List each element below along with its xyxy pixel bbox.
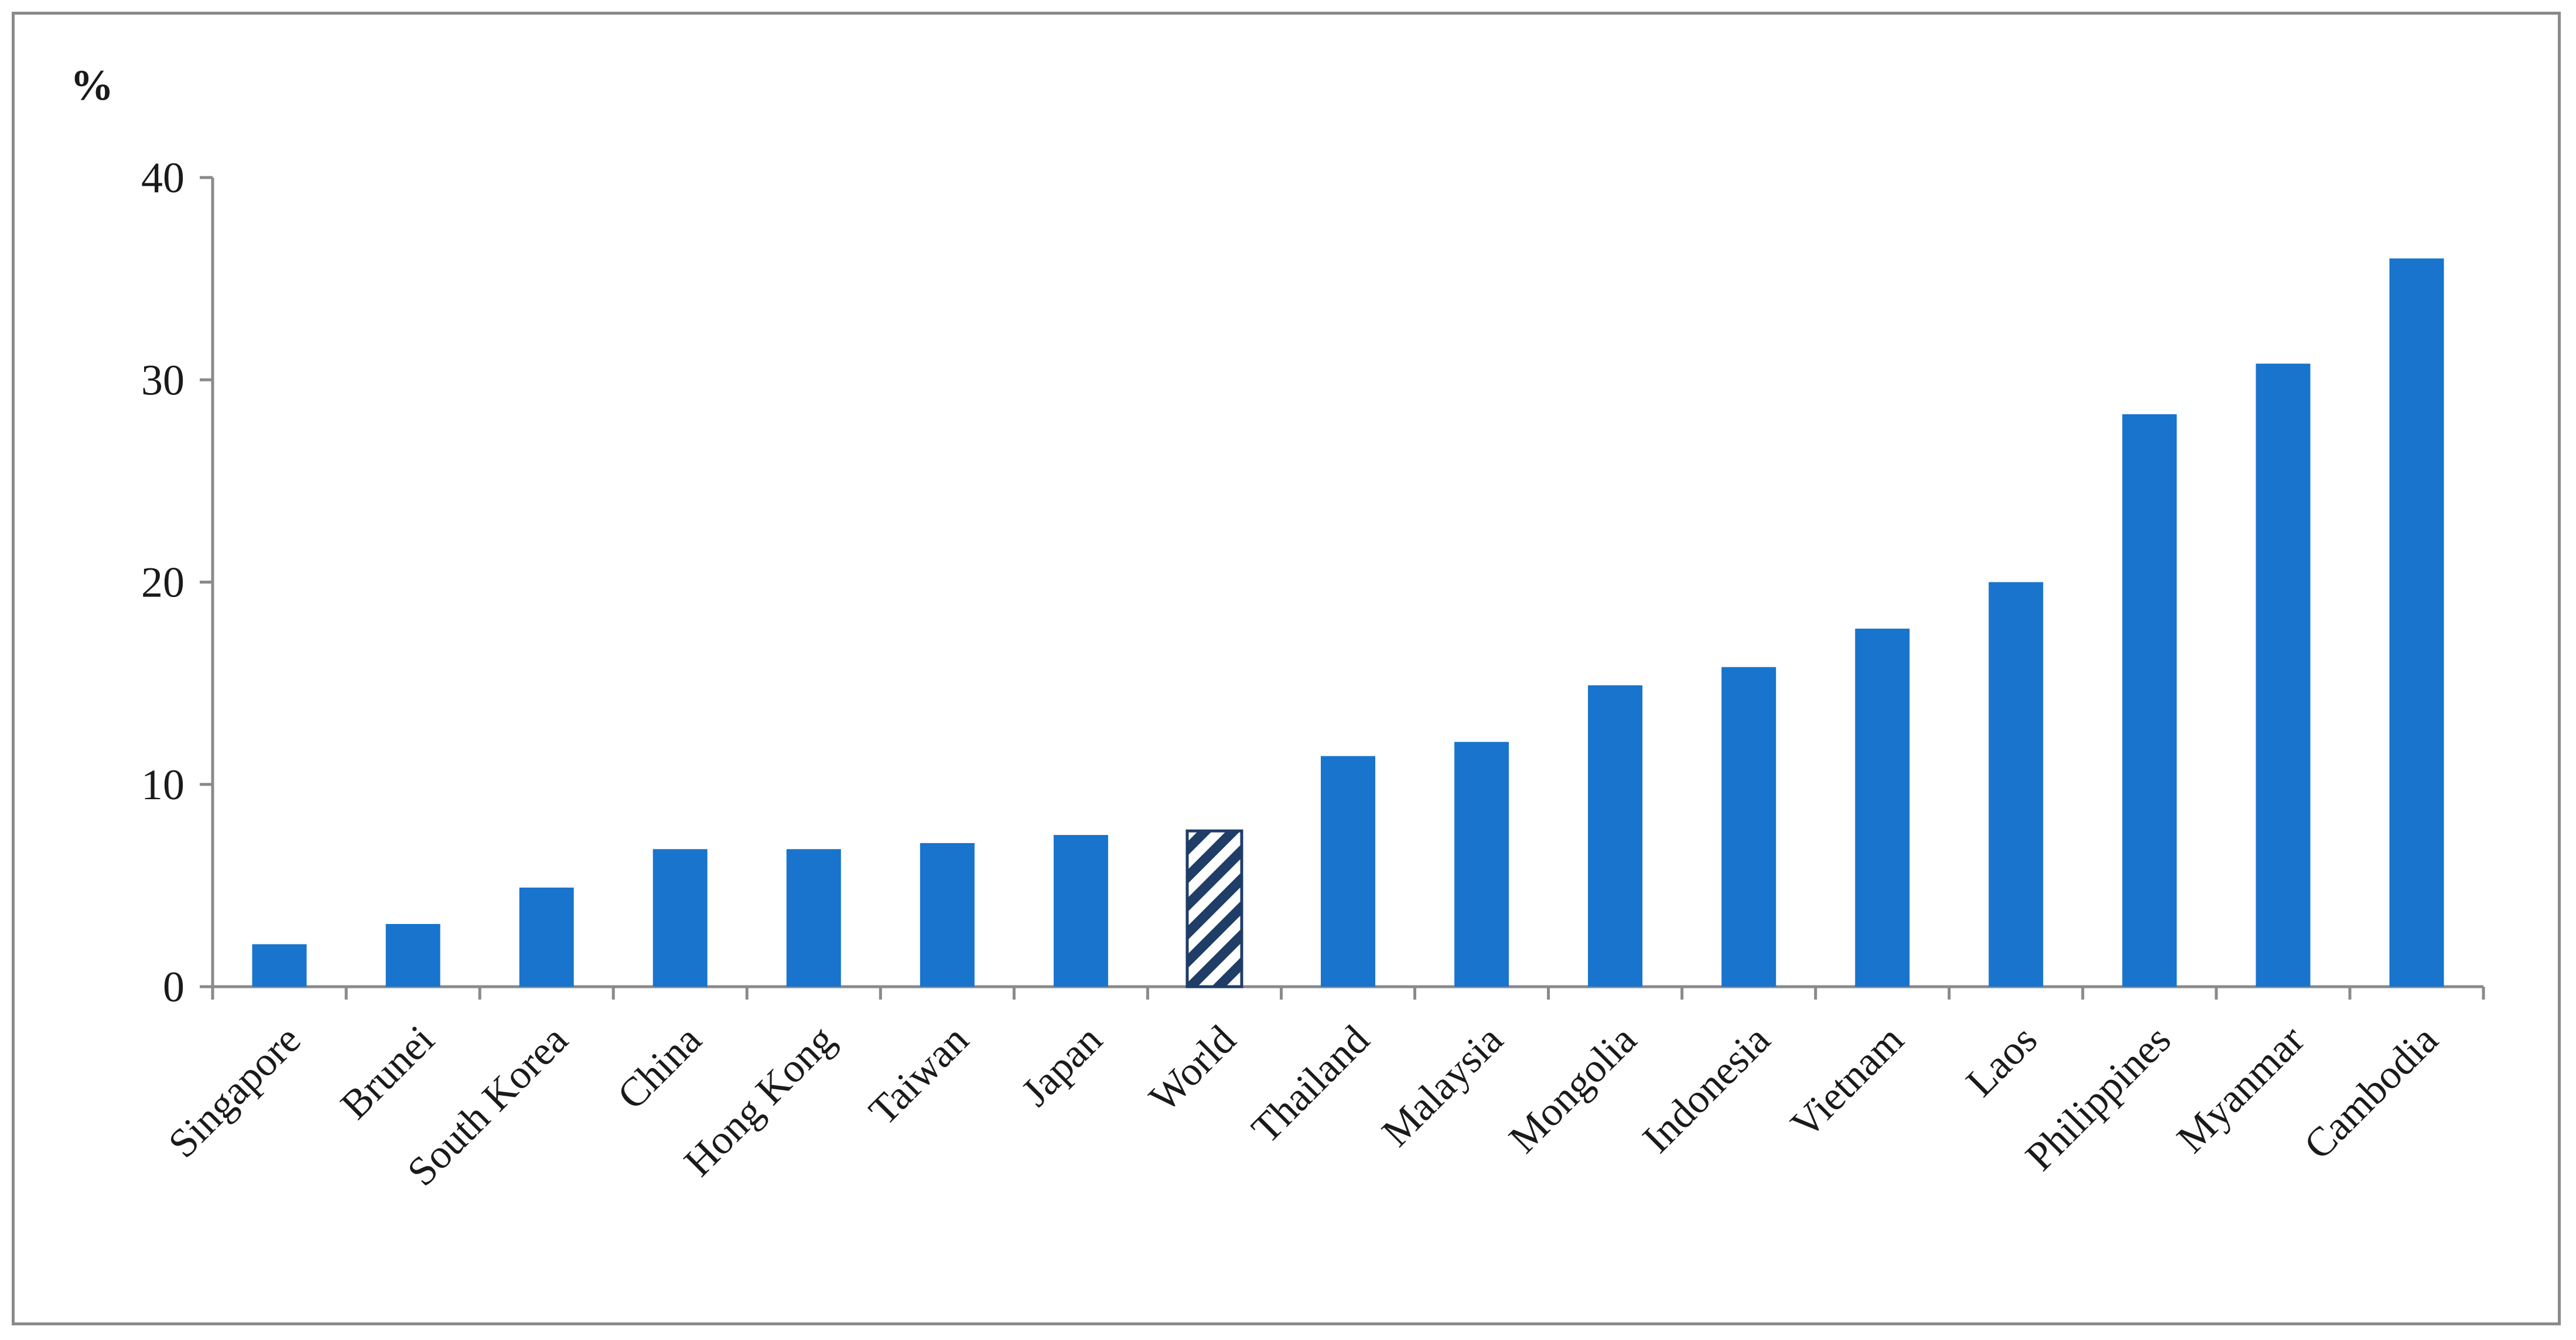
bar-south-korea [519,887,574,987]
y-tick-label: 30 [141,356,185,404]
bar-malaysia [1454,742,1509,987]
bars [252,258,2444,988]
x-label-brunei: Brunei [332,1017,443,1128]
x-label-thailand: Thailand [1243,1017,1378,1152]
bar-china [652,849,708,987]
x-label-cambodia: Cambodia [2295,1017,2447,1168]
x-label-laos: Laos [1957,1017,2046,1106]
x-label-malaysia: Malaysia [1374,1017,1512,1155]
x-label-myanmar: Myanmar [2168,1017,2313,1162]
bar-philippines [2122,414,2177,987]
bar-hong-kong [786,849,841,987]
bar-vietnam [1855,628,1910,987]
y-tick-label: 20 [141,559,185,607]
x-label-vietnam: Vietnam [1782,1017,1912,1147]
bar-japan [1053,835,1108,987]
x-label-japan: Japan [1013,1017,1111,1115]
x-label-world: World [1141,1017,1245,1121]
bar-singapore [252,944,307,987]
bar-brunei [385,923,440,987]
bar-thailand [1321,756,1375,987]
bar-taiwan [920,843,975,987]
x-axis [211,985,2485,1000]
bar-laos [1989,582,2044,987]
y-axis: 0 10 20 30 40 [141,154,214,1011]
x-label-mongolia: Mongolia [1501,1017,1645,1162]
y-tick-label: 10 [141,761,185,809]
bar-myanmar [2256,363,2311,987]
bar-world [1185,829,1243,988]
x-label-singapore: Singapore [160,1017,309,1167]
bar-indonesia [1721,667,1776,987]
bar-mongolia [1588,685,1643,987]
y-tick-label: 0 [163,963,185,1011]
bar-cambodia [2389,258,2444,987]
y-unit-label: % [70,62,114,110]
y-tick-label: 40 [141,154,185,202]
x-label-indonesia: Indonesia [1634,1017,1779,1162]
x-label-china: China [609,1017,710,1119]
x-label-philippines: Philippines [2017,1017,2179,1179]
chart-frame: % 0 10 20 30 40 Singapore Brunei South Korea Ch… [12,12,2561,1325]
x-label-taiwan: Taiwan [860,1017,977,1134]
